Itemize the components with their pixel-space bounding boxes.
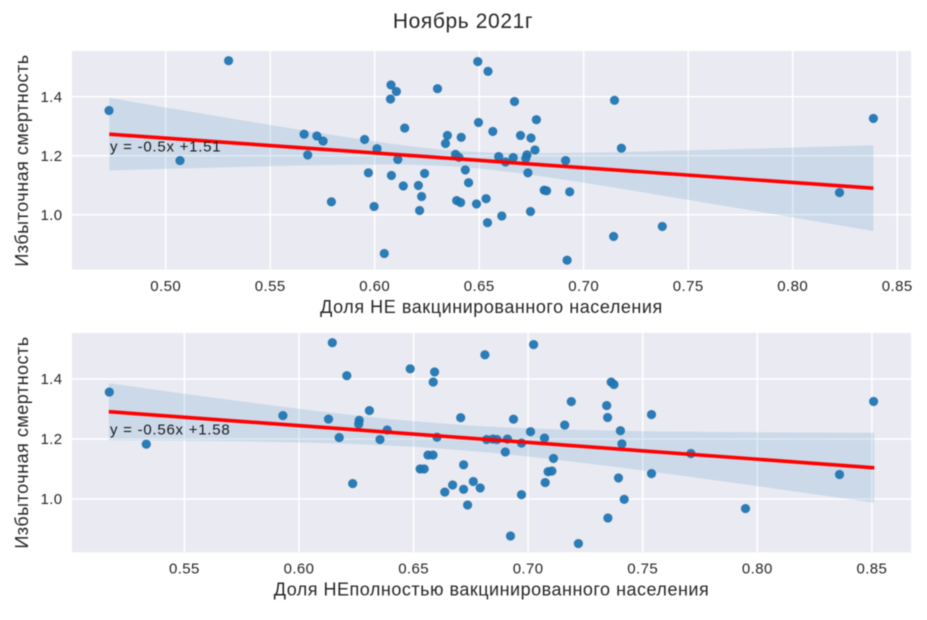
svg-text:Доля НЕ вакцинированного насел: Доля НЕ вакцинированного населения <box>320 297 663 317</box>
svg-text:1.4: 1.4 <box>40 371 62 388</box>
svg-text:0.75: 0.75 <box>627 560 658 577</box>
svg-text:Ноябрь 2021г: Ноябрь 2021г <box>393 10 533 33</box>
svg-text:0.55: 0.55 <box>255 278 286 295</box>
svg-text:0.75: 0.75 <box>673 278 704 295</box>
svg-text:y = -0.5x +1.51: y = -0.5x +1.51 <box>110 139 221 156</box>
svg-text:1.2: 1.2 <box>40 431 62 448</box>
svg-text:0.50: 0.50 <box>150 278 181 295</box>
svg-text:0.60: 0.60 <box>359 278 390 295</box>
svg-text:0.65: 0.65 <box>464 278 495 295</box>
svg-text:0.65: 0.65 <box>398 560 429 577</box>
svg-text:0.85: 0.85 <box>857 560 888 577</box>
svg-text:1.0: 1.0 <box>40 491 62 508</box>
svg-text:0.60: 0.60 <box>284 560 315 577</box>
svg-text:Избыточная смертность: Избыточная смертность <box>12 54 32 266</box>
svg-text:1.0: 1.0 <box>40 207 62 224</box>
svg-text:1.4: 1.4 <box>40 89 62 106</box>
svg-text:1.2: 1.2 <box>40 148 62 165</box>
svg-text:Доля НЕполностью вакцинированн: Доля НЕполностью вакцинированного населе… <box>274 580 709 600</box>
svg-text:Избыточная смертность: Избыточная смертность <box>12 336 32 548</box>
svg-text:0.80: 0.80 <box>742 560 773 577</box>
svg-text:0.55: 0.55 <box>169 560 200 577</box>
svg-text:0.85: 0.85 <box>882 278 913 295</box>
svg-text:y = -0.56x +1.58: y = -0.56x +1.58 <box>110 421 230 438</box>
svg-text:0.80: 0.80 <box>777 278 808 295</box>
svg-text:0.70: 0.70 <box>568 278 599 295</box>
svg-text:0.70: 0.70 <box>513 560 544 577</box>
